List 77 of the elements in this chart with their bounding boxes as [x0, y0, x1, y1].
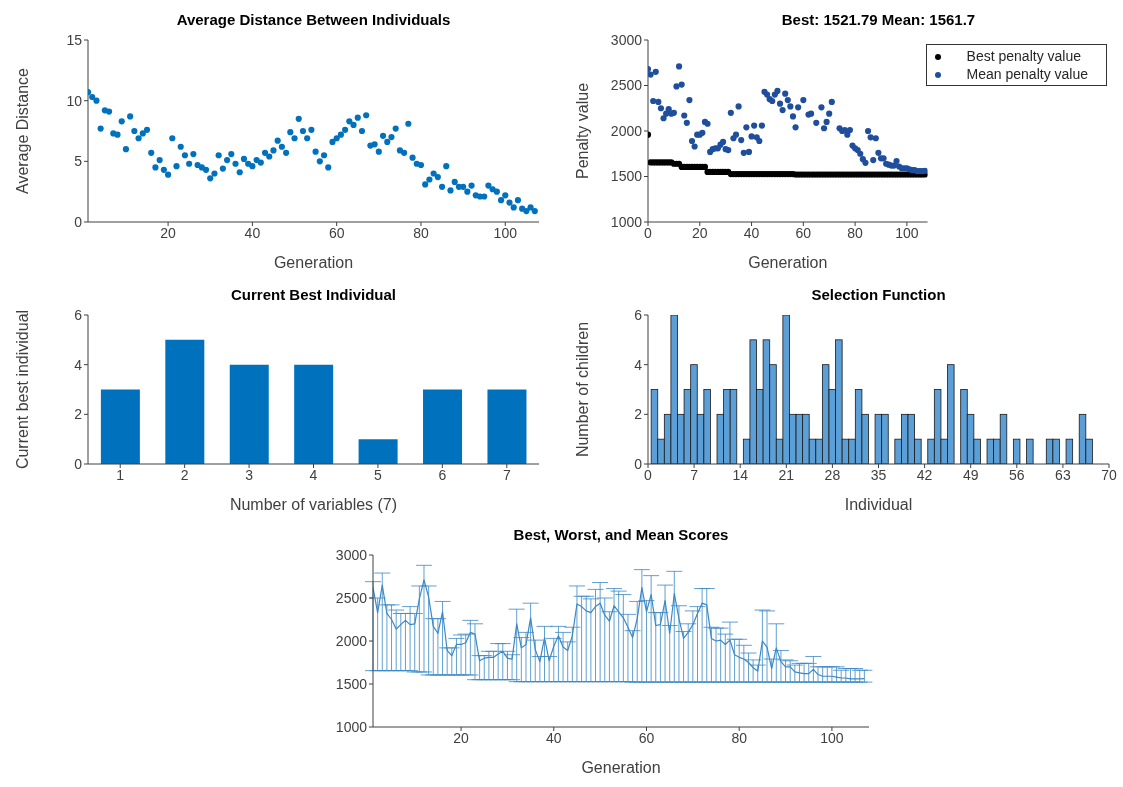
- x-tick-label: 56: [1009, 466, 1025, 483]
- x-tick-label: 100: [493, 224, 518, 241]
- y-tick-label: 0: [634, 455, 643, 472]
- x-tick-label: 63: [1055, 466, 1071, 483]
- y-axis-title: Average Distance: [13, 67, 31, 194]
- x-tick-label: 14: [732, 466, 749, 483]
- y-tick-label: 10: [66, 92, 83, 109]
- y-tick-label: 3000: [335, 546, 368, 563]
- y-tick-label: 3000: [610, 31, 643, 48]
- y-tick-label: 6: [74, 306, 83, 323]
- x-tick-label: 1: [116, 466, 125, 483]
- x-tick-label: 20: [691, 224, 708, 241]
- y-axis-title: Current best individual: [13, 309, 31, 470]
- x-axis-title: Number of variables (7): [229, 496, 398, 513]
- x-tick-label: 6: [438, 466, 447, 483]
- x-tick-label: 3: [245, 466, 254, 483]
- y-tick-label: 1000: [610, 213, 643, 230]
- x-tick-label: 20: [453, 729, 470, 746]
- y-tick-label: 2000: [610, 122, 643, 139]
- chart-title: Selection Function: [810, 285, 947, 305]
- legend-label: Best penalty value: [966, 48, 1081, 64]
- x-tick-label: 4: [309, 466, 318, 483]
- y-tick-label: 2: [74, 406, 83, 423]
- x-axis-title: Individual: [844, 496, 913, 513]
- x-tick-label: 80: [731, 729, 748, 746]
- x-tick-label: 60: [795, 224, 812, 241]
- x-tick-label: 35: [870, 466, 887, 483]
- x-tick-label: 20: [160, 224, 177, 241]
- y-axis-title: Penalty value: [573, 82, 591, 180]
- y-tick-label: 1500: [335, 675, 368, 692]
- y-tick-label: 6: [634, 306, 643, 323]
- bar: [100, 389, 140, 464]
- bar: [294, 364, 334, 464]
- bar: [487, 389, 527, 464]
- y-tick-label: 4: [634, 356, 643, 373]
- y-tick-label: 2500: [610, 77, 643, 94]
- x-tick-label: 70: [1101, 466, 1117, 483]
- x-tick-label: 40: [546, 729, 562, 746]
- bar: [165, 339, 205, 464]
- y-tick-label: 0: [74, 455, 83, 472]
- x-tick-label: 40: [743, 224, 760, 241]
- x-tick-label: 80: [847, 224, 864, 241]
- y-tick-label: 2000: [335, 632, 368, 649]
- x-tick-label: 49: [962, 466, 979, 483]
- x-tick-label: 60: [638, 729, 655, 746]
- y-tick-label: 15: [66, 31, 83, 48]
- x-tick-label: 60: [328, 224, 345, 241]
- y-tick-label: 5: [74, 153, 83, 170]
- x-axis-title: Generation: [748, 254, 828, 271]
- x-tick-label: 28: [824, 466, 841, 483]
- y-tick-label: 2500: [335, 589, 368, 606]
- y-tick-label: 0: [74, 213, 83, 230]
- chart-title: Current Best Individual: [230, 285, 397, 305]
- bar: [423, 389, 463, 464]
- x-tick-label: 40: [244, 224, 261, 241]
- x-tick-label: 42: [916, 466, 933, 483]
- y-axis-title: Number of children: [573, 321, 591, 458]
- y-tick-label: 1000: [335, 718, 368, 735]
- chart-title: Best: 1521.79 Mean: 1561.7: [780, 10, 977, 30]
- chart-title: Average Distance Between Individuals: [175, 10, 452, 30]
- x-tick-label: 5: [374, 466, 383, 483]
- legend-label: Mean penalty value: [966, 66, 1088, 82]
- x-axis-title: Generation: [273, 254, 354, 271]
- bar: [229, 364, 269, 464]
- y-tick-label: 2: [634, 406, 643, 423]
- x-tick-label: 80: [413, 224, 429, 241]
- y-tick-label: 4: [74, 356, 83, 373]
- x-tick-label: 100: [820, 729, 844, 746]
- y-tick-label: 1500: [610, 168, 643, 185]
- x-tick-label: 21: [778, 466, 795, 483]
- x-tick-label: 7: [502, 466, 511, 483]
- chart-title: Best, Worst, and Mean Scores: [512, 525, 730, 545]
- x-axis-title: Generation: [581, 759, 661, 776]
- x-tick-label: 7: [690, 466, 699, 483]
- bar: [358, 439, 398, 464]
- x-tick-label: 100: [895, 224, 919, 241]
- x-tick-label: 2: [180, 466, 189, 483]
